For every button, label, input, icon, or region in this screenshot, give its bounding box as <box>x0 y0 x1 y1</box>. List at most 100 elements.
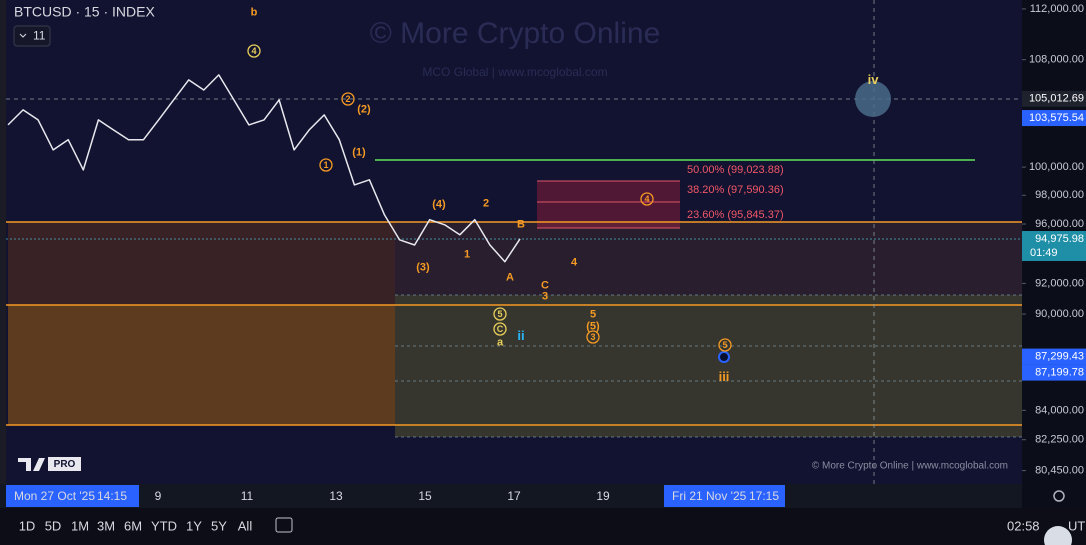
watermark-title: © More Crypto Online <box>370 17 661 50</box>
time-label-box <box>664 485 785 507</box>
wave-label: 5 <box>497 309 502 319</box>
wave-circle <box>341 92 355 106</box>
wave-label: (4) <box>432 198 446 210</box>
settings-icon[interactable] <box>1053 490 1065 502</box>
price-label: 87,199.78 <box>1035 366 1084 378</box>
range-button[interactable]: All <box>238 518 253 533</box>
wave-label: iii <box>719 369 730 384</box>
fib-box <box>537 181 680 228</box>
wave-label: 4 <box>251 46 256 56</box>
logo-badge-text: PRO <box>54 459 76 470</box>
wave-circle <box>247 44 261 58</box>
wave-label: 2 <box>345 94 350 104</box>
logo-badge <box>48 457 81 471</box>
zone-yellow <box>395 295 1022 437</box>
range-buttons: 1D 5D 1M 3M 6M YTD 1Y 5Y All <box>19 518 253 533</box>
range-button[interactable]: 1M <box>71 518 89 533</box>
cursor-highlight <box>855 81 891 117</box>
time-label: 13 <box>329 489 343 503</box>
point-marker <box>718 351 730 363</box>
price-line <box>7 74 521 263</box>
fib-label: 50.00% (99,023.88) <box>687 164 784 176</box>
wave-label: 3 <box>542 290 548 302</box>
wave-label: C <box>541 279 549 291</box>
range-button[interactable]: 3M <box>97 518 115 533</box>
wave-label: 5 <box>722 340 727 350</box>
wave-label: (2) <box>357 103 371 115</box>
wave-label: (1) <box>352 146 366 158</box>
timezone[interactable]: UTC <box>1068 518 1086 533</box>
range-button[interactable]: YTD <box>151 518 177 533</box>
countdown: 01:49 <box>1030 247 1058 259</box>
range-button[interactable]: 5D <box>45 518 62 533</box>
time-label: 17:15 <box>749 489 779 503</box>
wave-label: C <box>497 324 504 334</box>
fib-label: 38.20% (97,590.36) <box>687 184 784 196</box>
price-label: 103,575.54 <box>1029 112 1084 124</box>
wave-label: b <box>251 6 258 18</box>
wave-label: B <box>517 218 525 230</box>
zone-gold <box>8 305 395 425</box>
wave-label: a <box>497 336 504 348</box>
y-tick-label: 90,000.00 <box>1035 308 1084 320</box>
wave-label: 5 <box>590 308 596 320</box>
y-tick-label: 100,000.00 <box>1029 161 1084 173</box>
watermark-footer: © More Crypto Online | www.mcoglobal.com <box>812 461 1008 472</box>
wave-circle <box>586 330 600 344</box>
range-button[interactable]: 1D <box>19 518 36 533</box>
time-label-box <box>6 485 139 507</box>
price-label-box <box>1022 364 1086 381</box>
range-button[interactable]: 1Y <box>186 518 202 533</box>
wave-label: 4 <box>644 194 649 204</box>
time-label: 9 <box>155 489 162 503</box>
wave-circle <box>493 307 507 321</box>
wave-circle <box>718 338 732 352</box>
time-label: 17 <box>507 489 521 503</box>
y-tick-label: 80,450.00 <box>1035 465 1084 477</box>
zone-orange <box>8 222 395 425</box>
zone-brown <box>395 222 1022 295</box>
wave-label: 1 <box>464 248 470 260</box>
fib-label: 23.60% (95,845.37) <box>687 209 784 221</box>
wave-label: 1 <box>323 160 328 170</box>
time-label: 19 <box>596 489 610 503</box>
y-tick-label: 108,000.00 <box>1029 54 1084 66</box>
wave-label: 4 <box>571 256 578 268</box>
wave-circle <box>319 158 333 172</box>
tv-logo: PRO <box>18 457 81 471</box>
wave-label: (3) <box>416 261 430 273</box>
interval-count[interactable]: 11 <box>33 29 46 43</box>
price-label-box <box>1022 90 1086 107</box>
range-button[interactable]: 6M <box>124 518 142 533</box>
wave-label: (5) <box>586 320 600 332</box>
y-tick-label: 98,000.00 <box>1035 189 1084 201</box>
price-label-box <box>1022 230 1086 261</box>
wave-label: iv <box>868 72 880 87</box>
symbol-title: BTCUSD · 15 · INDEX <box>14 4 155 20</box>
avatar <box>1044 526 1072 545</box>
time-label: 14:15 <box>97 489 127 503</box>
y-tick-label: 84,000.00 <box>1035 404 1084 416</box>
logo-mark <box>18 458 45 471</box>
wave-circle <box>493 322 507 336</box>
time-axis <box>0 484 1022 508</box>
time-label: 11 <box>241 489 254 503</box>
price-label: 87,299.43 <box>1035 350 1084 362</box>
wave-label: 3 <box>590 332 595 342</box>
time-label: Fri 21 Nov '25 <box>672 489 747 503</box>
price-label: 94,975.98 <box>1035 233 1084 245</box>
price-label-box <box>1022 348 1086 365</box>
wave-label: A <box>506 271 514 283</box>
date-range-icon[interactable] <box>275 517 293 533</box>
price-label-box <box>1022 110 1086 127</box>
chevron <box>19 33 27 38</box>
price-label: 105,012.69 <box>1029 93 1084 105</box>
interval-button[interactable] <box>13 25 51 47</box>
y-tick-label: 112,000.00 <box>1030 3 1084 15</box>
range-button[interactable]: 5Y <box>211 518 227 533</box>
wave-label: ii <box>517 328 524 343</box>
y-tick-label: 82,250.00 <box>1035 434 1084 446</box>
time-label: 15 <box>418 489 432 503</box>
wave-label: 2 <box>483 197 489 209</box>
